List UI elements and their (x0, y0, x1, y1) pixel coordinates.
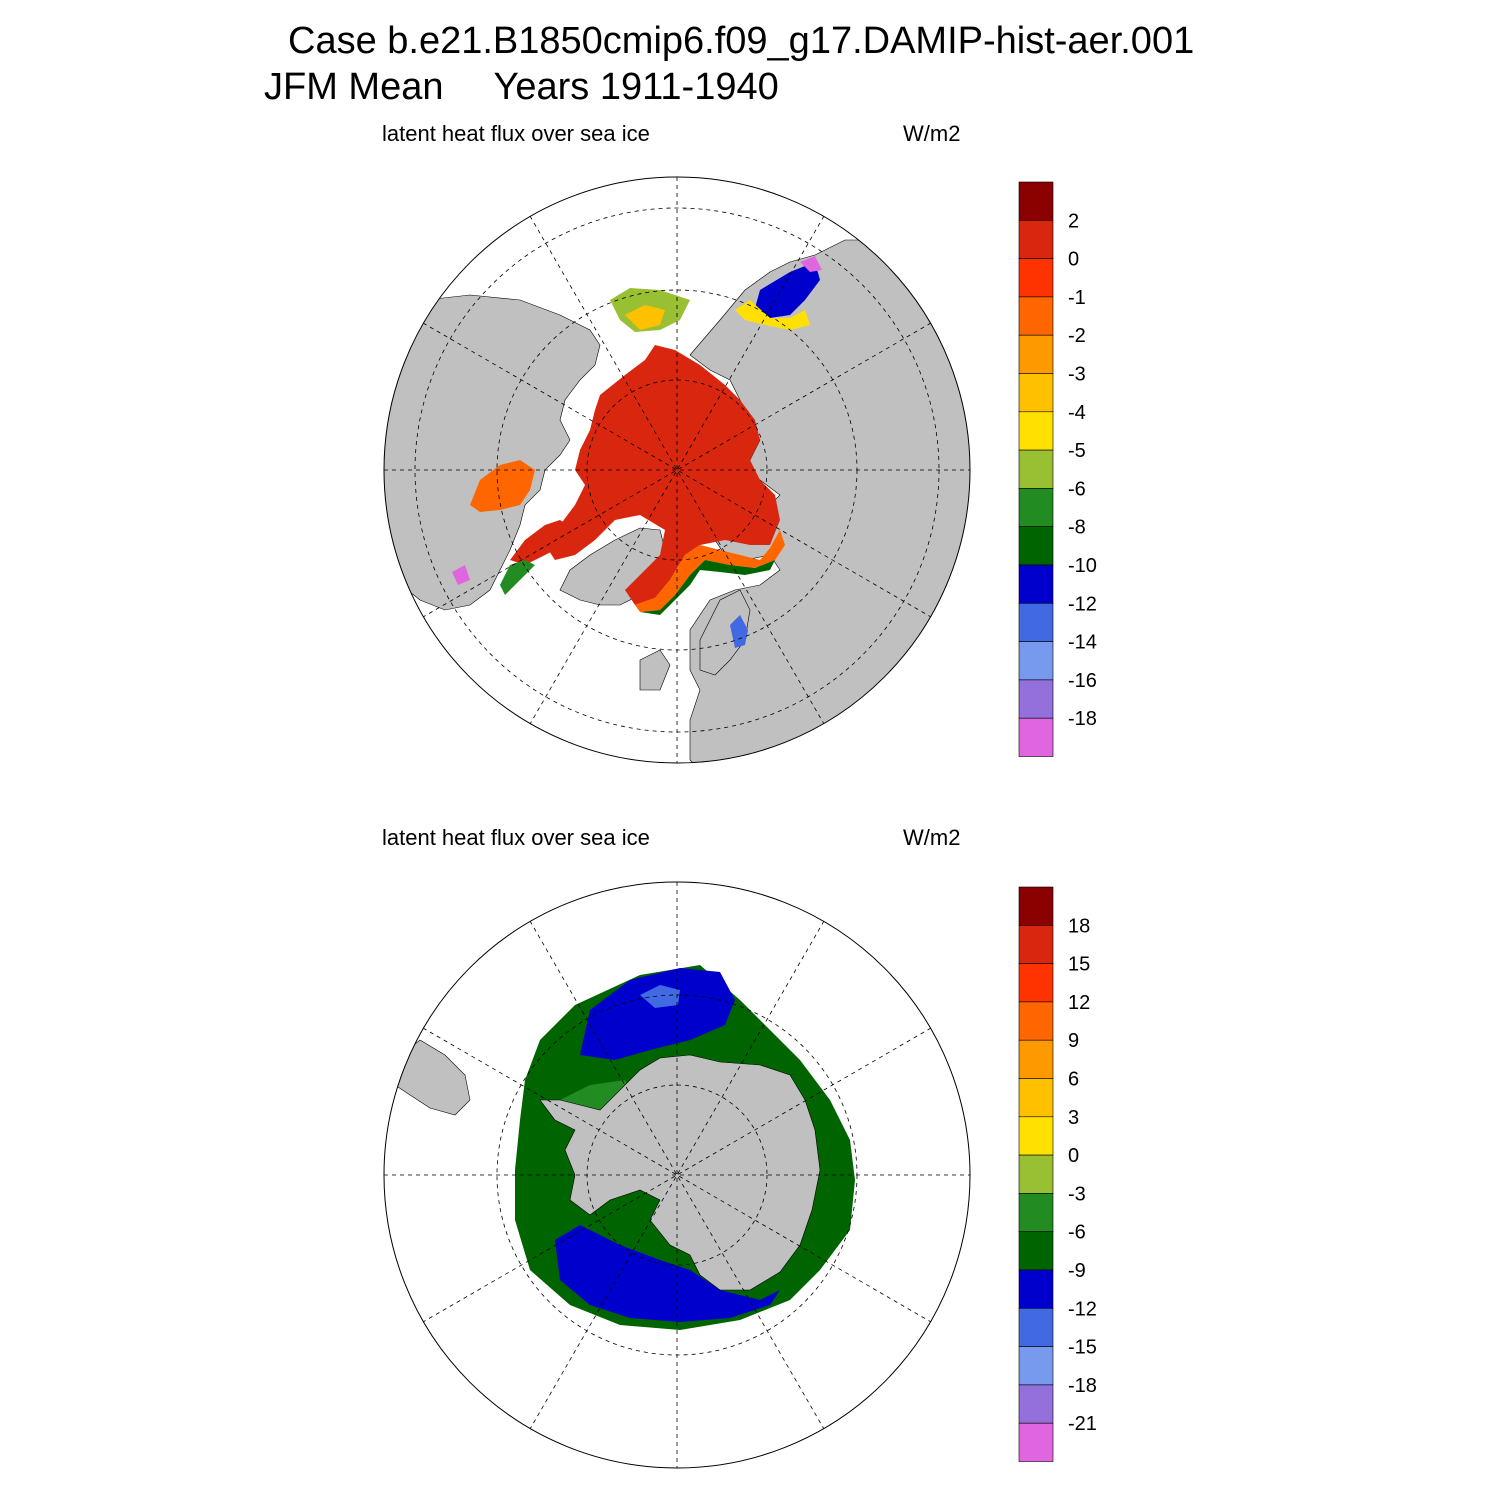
north-baltic-ice (730, 615, 748, 648)
north-arctic-ice-field (545, 345, 780, 605)
colorbar-south-swatch (1018, 1422, 1054, 1462)
colorbar-north-tick-label: 2 (1068, 210, 1079, 232)
years-label: Years 1911-1940 (493, 66, 779, 108)
colorbar-south-tick-label: 3 (1068, 1107, 1079, 1129)
colorbar-north-swatch (1018, 526, 1054, 566)
season-label: JFM Mean (264, 66, 444, 108)
north-land-iceland (639, 649, 671, 691)
colorbar-north-tick-label: -5 (1068, 440, 1086, 462)
north-okhotsk-purple (800, 256, 822, 272)
colorbar-north-tick-label: -12 (1068, 593, 1097, 615)
colorbar-north-tick-label: 0 (1068, 249, 1079, 271)
colorbar-south-tick-label: 9 (1068, 1030, 1079, 1052)
colorbar-north-tick-label: -10 (1068, 555, 1097, 577)
colorbar-north-swatch (1018, 181, 1054, 221)
colorbar-north-tick-label: -4 (1068, 402, 1086, 424)
colorbar-south-tick-label: 18 (1068, 915, 1090, 937)
north-ice-edge-green (640, 560, 775, 615)
colorbar-south-tick-label: -9 (1068, 1260, 1086, 1282)
colorbar-south-swatch (1018, 1078, 1054, 1118)
colorbar-south-swatch (1018, 1308, 1054, 1347)
colorbar-south-swatch (1018, 963, 1054, 1003)
north-okhotsk-ice (755, 262, 820, 318)
north-units-label: W/m2 (903, 121, 961, 146)
colorbar-north-swatch (1018, 220, 1054, 259)
colorbar-south-tick-label: -3 (1068, 1183, 1086, 1205)
south-land-south-america (394, 1039, 471, 1116)
colorbar-north-swatch (1018, 449, 1054, 489)
colorbar-south-swatch (1018, 1269, 1054, 1309)
north-variable-label: latent heat flux over sea ice (382, 121, 650, 146)
figure-title-period: JFM Mean Years 1911-1940 (264, 68, 779, 106)
colorbar-north-tick-label: -18 (1068, 708, 1097, 730)
colorbar-south-tick-label: -15 (1068, 1337, 1097, 1359)
colorbar-south-tick-label: 12 (1068, 992, 1090, 1014)
south-land-antarctica (539, 1054, 821, 1291)
colorbar-south-swatch (1018, 1001, 1054, 1041)
colorbar-north-tick-label: -6 (1068, 478, 1086, 500)
colorbar-north-swatch (1018, 334, 1054, 374)
north-ice-edge-band (635, 530, 785, 612)
figure-title-case: Case b.e21.B1850cmip6.f09_g17.DAMIP-hist… (288, 20, 1195, 62)
colorbar-north-swatch (1018, 373, 1054, 413)
south-weddell-blue (580, 968, 735, 1060)
colorbar-south-swatch (1018, 1116, 1054, 1156)
colorbar-north-swatch (1018, 258, 1054, 298)
colorbar-south-tick-label: 15 (1068, 954, 1090, 976)
north-bering-ice-inner (625, 305, 665, 330)
colorbar-south-tick-label: -18 (1068, 1375, 1097, 1397)
colorbar-south-tick-label: -12 (1068, 1298, 1097, 1320)
north-polar-map (383, 176, 971, 764)
colorbar-north-swatch (1018, 717, 1054, 757)
colorbar-south-swatch (1018, 1384, 1054, 1424)
south-graticule (384, 882, 970, 1468)
colorbar-north-swatch (1018, 602, 1054, 642)
colorbar-south-swatch (1018, 886, 1054, 926)
south-polar-map (383, 881, 971, 1469)
colorbar-north-swatch (1018, 488, 1054, 527)
north-okhotsk-edge (735, 300, 810, 330)
colorbar-north-tick-label: -16 (1068, 670, 1097, 692)
north-hudson-bay-ice (470, 460, 535, 512)
colorbar-south-swatch (1018, 924, 1054, 964)
colorbar-north-swatch (1018, 296, 1054, 336)
colorbar-north-swatch (1018, 679, 1054, 719)
colorbar-south-tick-label: -21 (1068, 1413, 1097, 1435)
north-labrador-edge (500, 560, 535, 595)
colorbar-south-tick-label: -6 (1068, 1222, 1086, 1244)
colorbar-north-swatch (1018, 641, 1054, 681)
south-weddell-light (640, 985, 680, 1008)
north-land-north-america (384, 294, 601, 611)
colorbar-north-tick-label: -8 (1068, 517, 1086, 539)
colorbar-south-swatch (1018, 1346, 1054, 1386)
south-colorbar: 18 15 12 9 6 3 0 -3 -6 -9 -12 -15 -18 -21 (1018, 886, 1097, 1462)
colorbar-south-swatch (1018, 1154, 1054, 1194)
colorbar-south-swatch (1018, 1231, 1054, 1271)
colorbar-south-swatch (1018, 1039, 1054, 1079)
north-colorbar: 2 0 -1 -2 -3 -4 -5 -6 -8 -10 -12 -14 -16 -18 (1018, 181, 1097, 757)
colorbar-south-tick-label: 0 (1068, 1145, 1079, 1167)
colorbar-south-swatch (1018, 1193, 1054, 1233)
south-variable-label: latent heat flux over sea ice (382, 825, 650, 850)
south-ross-blue (555, 1225, 780, 1322)
north-graticule (384, 177, 970, 763)
colorbar-south-tick-label: 6 (1068, 1069, 1079, 1091)
colorbar-north-swatch (1018, 411, 1054, 451)
north-gulf-st-lawrence-ice (452, 565, 470, 585)
north-labrador-ice (510, 520, 575, 565)
colorbar-north-swatch (1018, 564, 1054, 604)
colorbar-north-tick-label: -14 (1068, 632, 1097, 654)
colorbar-north-tick-label: -3 (1068, 364, 1086, 386)
south-units-label: W/m2 (903, 825, 961, 850)
colorbar-north-tick-label: -1 (1068, 287, 1086, 309)
colorbar-north-tick-label: -2 (1068, 325, 1086, 347)
